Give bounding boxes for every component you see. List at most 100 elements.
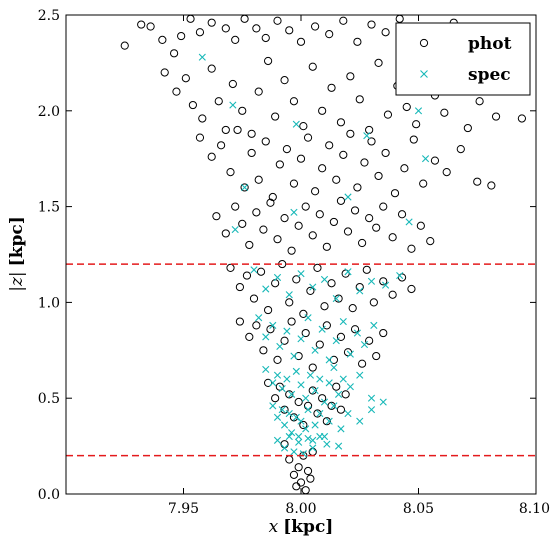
spec-point <box>356 371 364 379</box>
spec-point <box>269 402 277 410</box>
spec-point <box>332 337 340 345</box>
phot-point <box>367 137 376 146</box>
phot-point <box>491 112 501 121</box>
legend: phot spec <box>395 22 531 96</box>
phot-point <box>261 33 270 43</box>
phot-point <box>252 24 261 33</box>
phot-point <box>308 386 317 395</box>
spec-point <box>297 381 305 389</box>
spec-point <box>330 402 338 410</box>
phot-point <box>315 210 324 219</box>
phot-point <box>381 148 390 158</box>
spec-point <box>269 379 277 387</box>
phot-point <box>294 463 303 472</box>
phot-point <box>195 28 205 37</box>
phot-point <box>207 64 216 73</box>
phot-point <box>334 294 343 303</box>
phot-point <box>301 328 310 338</box>
spec-point <box>367 406 376 414</box>
phot-point <box>308 62 317 71</box>
phot-point <box>280 336 289 345</box>
phot-point <box>256 267 266 276</box>
phot-point <box>207 152 216 161</box>
spec-point <box>316 375 324 383</box>
spec-point <box>262 285 270 293</box>
phot-point <box>322 417 331 426</box>
phot-point <box>308 363 317 372</box>
phot-point <box>240 15 249 23</box>
spec-point <box>273 273 282 282</box>
y-tick-label: 2.0 <box>38 104 60 120</box>
phot-point <box>412 120 421 129</box>
spec-point <box>339 375 347 383</box>
phot-point <box>350 325 360 334</box>
spec-point <box>306 371 314 379</box>
phot-point <box>374 171 383 181</box>
phot-point <box>264 305 273 315</box>
y-axis-label-var: |z| <box>7 271 27 291</box>
phot-point <box>252 321 261 330</box>
spec-point <box>290 448 298 456</box>
phot-point <box>379 202 388 211</box>
spec-point <box>339 317 347 326</box>
phot-point <box>296 478 306 487</box>
phot-point <box>358 359 367 368</box>
spec-point <box>309 436 317 444</box>
phot-point <box>365 213 374 223</box>
phot-point <box>301 486 310 494</box>
phot-point <box>346 72 355 81</box>
phot-point <box>379 328 388 338</box>
phot-point <box>195 133 205 142</box>
phot-point <box>303 133 313 142</box>
spec-point <box>198 53 206 61</box>
phot-point <box>242 271 252 280</box>
phot-point <box>266 325 275 334</box>
phot-point <box>315 340 324 349</box>
spec-point <box>414 107 423 115</box>
phot-point <box>289 97 299 106</box>
spec-point <box>288 390 296 398</box>
phot-point <box>285 455 294 464</box>
spec-point <box>311 421 319 429</box>
phot-point <box>353 37 362 46</box>
legend-box <box>395 22 531 96</box>
phot-point <box>186 15 195 23</box>
phot-point <box>332 175 341 184</box>
phot-point <box>273 16 282 25</box>
phot-point <box>306 286 315 296</box>
phot-point <box>336 196 346 205</box>
x-tick-label: 8.05 <box>403 501 434 517</box>
y-axis-ticks: 0.0 0.5 1.0 1.5 2.0 2.5 <box>38 8 536 503</box>
y-tick-label: 1.0 <box>38 295 60 311</box>
phot-point <box>285 390 294 399</box>
phot-point <box>313 263 322 273</box>
phot-point <box>217 141 226 150</box>
phot-point <box>280 213 289 223</box>
phot-point <box>294 221 303 230</box>
y-tick-label: 1.5 <box>38 200 60 216</box>
spec-point <box>280 421 289 429</box>
spec-point <box>325 379 333 387</box>
y-tick-label: 0.0 <box>38 487 60 503</box>
phot-point <box>287 317 296 326</box>
phot-point <box>325 30 334 39</box>
phot-point <box>327 401 336 410</box>
spec-point <box>269 321 277 329</box>
spec-point <box>288 429 296 437</box>
phot-point <box>369 298 378 307</box>
phot-point <box>146 22 155 31</box>
spec-point <box>297 270 305 278</box>
phot-point <box>266 198 275 207</box>
phot-point <box>367 20 376 29</box>
spec-point <box>285 432 293 441</box>
phot-point <box>271 112 280 121</box>
phot-point <box>343 227 353 236</box>
spec-point <box>262 365 270 374</box>
phot-point <box>388 290 397 299</box>
spec-point <box>250 266 258 274</box>
spec-point <box>273 413 282 421</box>
phot-point <box>280 405 289 414</box>
phot-point <box>440 108 449 117</box>
phot-point <box>308 447 317 456</box>
legend-spec-label: spec <box>468 65 511 85</box>
